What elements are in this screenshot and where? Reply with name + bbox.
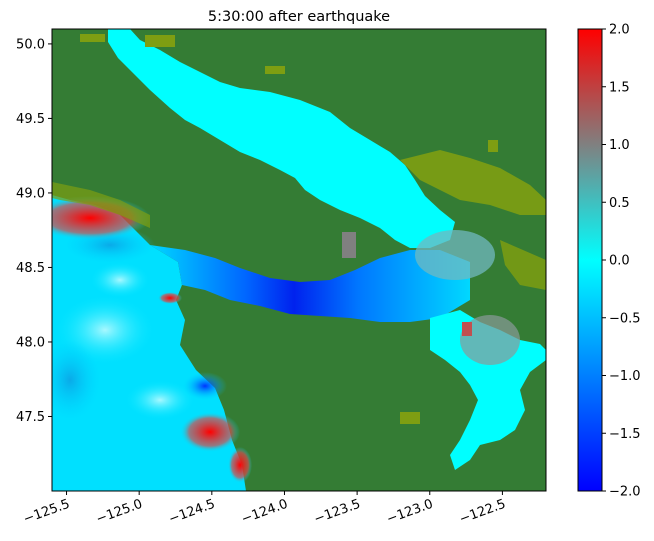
colorbar [577, 28, 603, 492]
colorbar-tick-label: 1.5 [609, 80, 630, 95]
positive-anomaly [228, 447, 252, 483]
colorbar-tick-label: −1.5 [609, 427, 641, 442]
y-tick-label: 48.0 [16, 335, 45, 350]
y-tick-label: 47.5 [16, 410, 45, 425]
y-axis: 47.5 48.0 48.5 49.0 49.5 50.0 [16, 37, 52, 425]
x-axis: −125.5 −125.0 −124.5 −124.0 −123.5 −123.0 −122… [22, 491, 508, 527]
y-tick-label: 49.0 [16, 186, 45, 201]
chart-title: 5:30:00 after earthquake [208, 9, 390, 25]
y-tick-label: 50.0 [16, 37, 45, 52]
lowland [400, 412, 420, 424]
plot-frame [51, 28, 547, 492]
y-tick-label: 48.5 [16, 261, 45, 276]
shallow-water [462, 322, 472, 336]
x-tick-label: −125.0 [94, 497, 144, 528]
colorbar-tick-label: 0.5 [609, 196, 630, 211]
negative-anomaly [183, 372, 227, 400]
lowland [400, 150, 546, 215]
pale-blob [125, 380, 195, 420]
positive-anomaly [158, 292, 182, 304]
pale-blob [90, 262, 150, 298]
lowland [500, 240, 546, 290]
colorbar-tick-label: −2.0 [609, 485, 641, 500]
lowland [80, 34, 105, 42]
shallow-water [342, 232, 356, 258]
x-tick-label: −122.5 [457, 497, 507, 528]
colorbar-axis: −2.0 −1.5 −1.0 −0.5 0.0 0.5 1.0 1.5 2.0 [602, 23, 641, 500]
deep-blob [52, 340, 100, 420]
colorbar-tick-label: 1.0 [609, 138, 630, 153]
x-tick-label: −124.0 [240, 497, 290, 528]
shallow-water [415, 230, 495, 280]
x-tick-label: −124.5 [167, 497, 217, 528]
x-tick-label: −125.5 [22, 497, 72, 528]
colorbar-tick-label: 2.0 [609, 23, 630, 38]
colorbar-tick-label: −1.0 [609, 369, 641, 384]
lowland [145, 35, 175, 47]
positive-anomaly [180, 412, 240, 452]
colorbar-tick-label: 0.0 [609, 254, 630, 269]
y-tick-label: 49.5 [16, 112, 45, 127]
lowland [52, 182, 150, 228]
map-field [52, 29, 546, 491]
x-tick-label: −123.0 [385, 497, 435, 528]
x-tick-label: −123.5 [312, 497, 362, 528]
shallow-water [460, 315, 520, 365]
colorbar-tick-label: −0.5 [609, 311, 641, 326]
lowland [265, 66, 285, 74]
strait-juan-de-fuca [150, 245, 470, 322]
lowland [488, 140, 498, 152]
strait-of-georgia [108, 29, 455, 248]
